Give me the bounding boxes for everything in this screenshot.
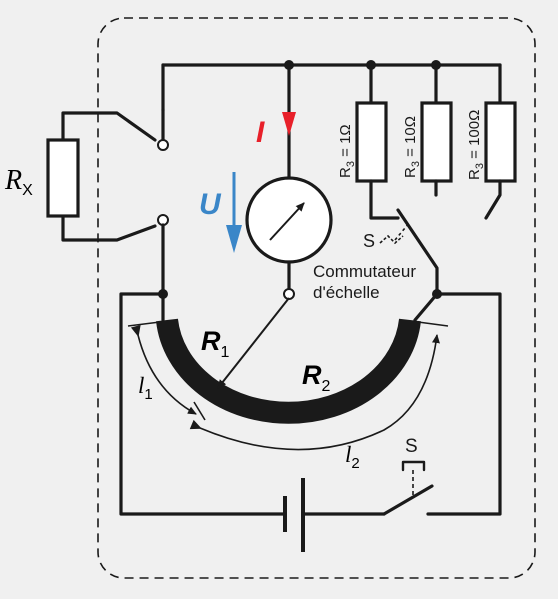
galvanometer-icon	[245, 176, 333, 264]
l1-label: l1	[138, 373, 153, 403]
range-resistor-2	[420, 63, 453, 197]
terminal-slider	[283, 288, 295, 300]
range-switch-s-label: S	[363, 231, 375, 251]
range-resistor-3-label: R3 = 100Ω	[466, 110, 486, 180]
junction-dot	[366, 60, 376, 70]
range-resistor-1-label: R3 = 1Ω	[337, 124, 357, 178]
voltage-label: U	[199, 188, 222, 221]
range-resistor-1	[355, 63, 400, 220]
l2-arrow	[189, 334, 440, 451]
range-switch-caption-2: d'échelle	[313, 283, 380, 302]
r2-label: R2	[302, 360, 331, 395]
range-switch-icon	[379, 208, 439, 296]
switch-icon	[382, 460, 434, 516]
measure-loop	[119, 292, 502, 516]
r1-label: R1	[201, 326, 230, 361]
junction-dot	[284, 60, 294, 70]
instrument-enclosure	[97, 17, 536, 579]
terminal-top	[157, 139, 169, 151]
range-resistor-2-label: R3 = 10Ω	[402, 116, 422, 178]
switch-s-label: S	[405, 436, 418, 457]
top-bus	[161, 63, 502, 142]
current-label: I	[256, 116, 265, 149]
slider-wiper	[217, 297, 290, 389]
l1-arrow	[130, 325, 197, 415]
rx-resistor	[46, 111, 157, 242]
range-resistor-3	[484, 63, 517, 220]
battery-icon	[283, 478, 305, 552]
junction-dot	[431, 60, 441, 70]
voltage-arrow	[226, 172, 242, 253]
current-arrow	[282, 112, 296, 136]
l2-label: l2	[345, 442, 360, 472]
range-switch-caption-1: Commutateur	[313, 262, 416, 281]
rx-label: RX	[4, 165, 33, 199]
